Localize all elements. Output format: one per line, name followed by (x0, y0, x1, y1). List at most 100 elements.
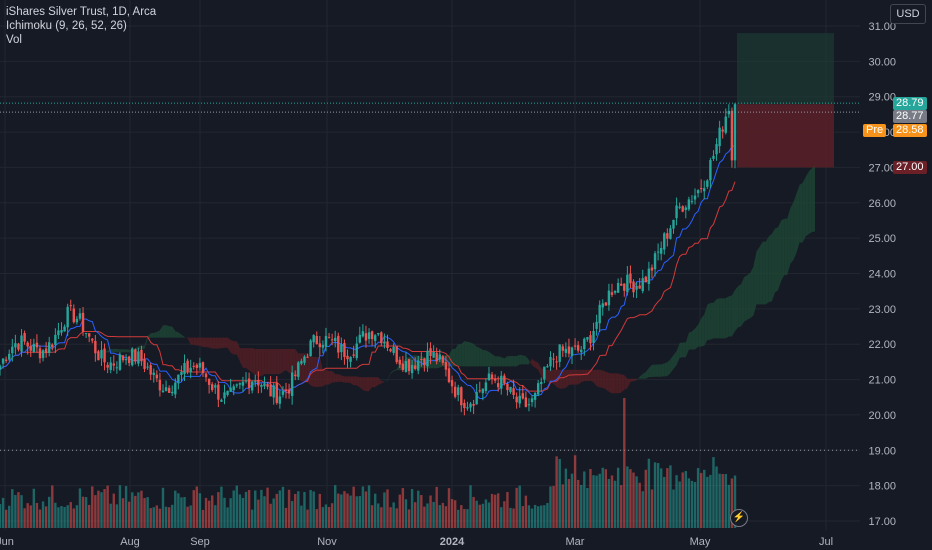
candle-body (650, 267, 654, 271)
ichimoku-legend[interactable]: Ichimoku (9, 26, 52, 26) (6, 20, 127, 32)
ichimoku-cloud-segment (375, 377, 379, 388)
volume-bar (11, 489, 14, 528)
candle-body (429, 348, 432, 356)
candle-body (337, 335, 340, 353)
volume-bar (696, 468, 700, 528)
ichimoku-cloud-segment (252, 348, 256, 376)
candle-body (490, 374, 494, 379)
volume-bar (352, 486, 355, 528)
candle-body (561, 346, 564, 351)
candle-body (358, 334, 362, 343)
volume-bar (72, 508, 76, 528)
candle-body (260, 385, 263, 387)
volume-bar (610, 475, 614, 528)
candle-body (629, 273, 632, 284)
volume-bar (69, 502, 72, 528)
volume-legend[interactable]: Vol (6, 34, 22, 46)
candle-body (457, 387, 460, 396)
candle-body (51, 344, 54, 348)
volume-bar (487, 502, 491, 528)
candle-body (659, 247, 663, 254)
ichimoku-cloud-segment (313, 357, 317, 387)
symbol-title[interactable]: iShares Silver Trust, 1D, Arca (6, 6, 157, 18)
ichimoku-cloud-segment (695, 324, 699, 350)
ichimoku-cloud-segment (144, 336, 148, 349)
candle-body (106, 364, 109, 368)
volume-bar (623, 398, 626, 528)
candle-body (174, 382, 177, 395)
volume-bar (324, 504, 328, 528)
volume-bar (413, 502, 417, 528)
ichimoku-cloud-segment (448, 349, 453, 367)
volume-bar (497, 493, 500, 528)
volume-bar (84, 497, 88, 528)
ichimoku-cloud-segment (488, 351, 493, 367)
volume-bar (346, 493, 349, 528)
lightning-icon[interactable]: ⚡ (730, 509, 748, 527)
candle-body (687, 199, 691, 210)
ichimoku-cloud-segment (667, 359, 671, 377)
volume-bar (733, 475, 737, 528)
candle-body (401, 363, 405, 371)
ichimoku-cloud-segment (741, 276, 745, 327)
volume-bar (515, 487, 518, 528)
ichimoku-cloud-segment (369, 377, 373, 392)
volume-bar (17, 492, 20, 528)
candle-body (506, 383, 509, 391)
candle-body (281, 391, 285, 395)
candle-body (666, 233, 669, 239)
candle-body (512, 388, 515, 395)
candle-body (524, 397, 528, 407)
volume-bar (87, 504, 91, 528)
volume-bar (152, 507, 155, 528)
ichimoku-cloud-segment (507, 356, 511, 367)
volume-bar (94, 495, 97, 528)
volume-bar (174, 490, 177, 528)
ichimoku-cloud-segment (553, 369, 557, 388)
ichimoku-cloud-segment (276, 348, 280, 375)
volume-bar (337, 493, 340, 528)
ichimoku-cloud-segment (396, 362, 400, 371)
ichimoku-cloud-segment (119, 349, 124, 353)
volume-bar (300, 505, 303, 528)
ichimoku-cloud-segment (731, 289, 735, 337)
candle-body (103, 348, 106, 363)
ichimoku-cloud-segment (455, 344, 459, 367)
ichimoku-cloud-segment (704, 304, 708, 346)
ichimoku-cloud-segment (221, 337, 225, 349)
candle-body (706, 180, 709, 187)
candle-body (303, 356, 306, 363)
candle-body (540, 381, 543, 385)
candle-body (484, 382, 488, 392)
volume-bar (367, 485, 371, 528)
ichimoku-cloud-segment (602, 370, 606, 390)
volume-bar (457, 509, 460, 528)
candle-body (583, 338, 586, 350)
ichimoku-cloud-segment (728, 295, 732, 337)
volume-bar (536, 506, 540, 528)
ichimoku-cloud-segment (162, 325, 167, 338)
ichimoku-cloud-segment (735, 286, 739, 332)
candle-body (426, 350, 429, 367)
ichimoku-cloud-segment (166, 325, 170, 338)
ichimoku-base-line (0, 181, 736, 392)
candle-body (48, 342, 51, 353)
ichimoku-cloud-segment (325, 370, 330, 385)
currency-button[interactable]: USD (890, 4, 926, 24)
volume-bar (386, 489, 389, 528)
candle-body (564, 348, 568, 353)
ichimoku-cloud-segment (627, 378, 631, 389)
candle-body (693, 195, 697, 200)
candle-body (81, 312, 85, 332)
ichimoku-cloud-segment (227, 337, 231, 353)
candle-body (29, 345, 32, 351)
target-zone (737, 33, 834, 105)
ichimoku-cloud-segment (384, 380, 388, 382)
volume-bar (598, 473, 601, 528)
candle-body (733, 104, 737, 161)
ichimoku-cloud-segment (808, 168, 812, 235)
candle-body (198, 362, 202, 368)
volume-bar (192, 490, 195, 528)
